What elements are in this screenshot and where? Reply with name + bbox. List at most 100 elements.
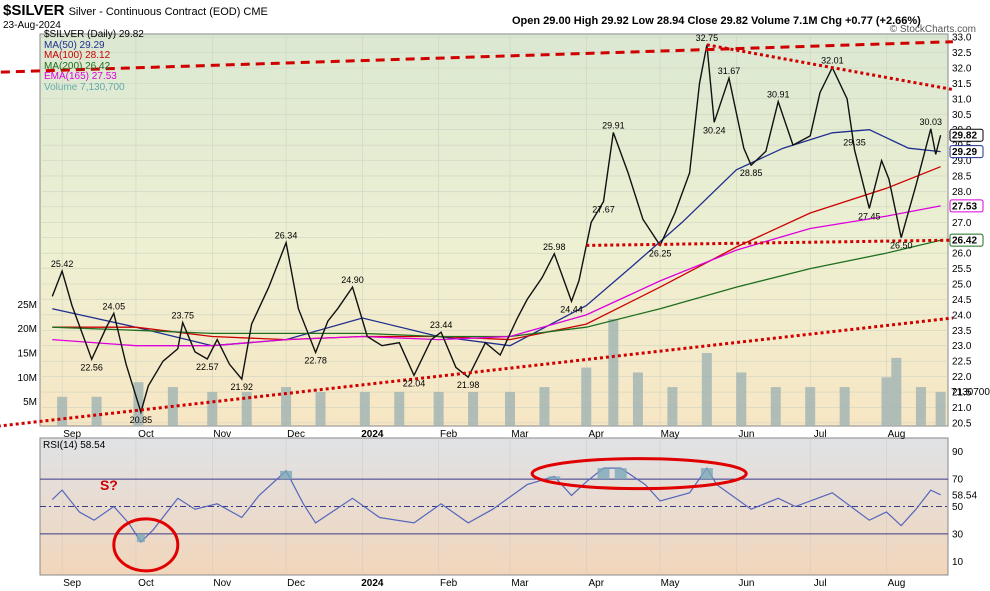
rsi-annotation: S? <box>100 477 118 493</box>
volume-axis-tick: 10M <box>18 373 37 384</box>
price-annotation: 22.78 <box>304 356 327 366</box>
volume-bar <box>504 391 515 426</box>
rsi-x-axis-tick: Oct <box>138 578 154 589</box>
price-annotation: 22.04 <box>403 378 426 388</box>
price-annotation: 24.05 <box>103 301 126 311</box>
price-panel-background <box>39 33 949 427</box>
x-axis-tick: Jul <box>814 429 827 440</box>
volume-bar <box>315 391 326 426</box>
volume-bar <box>701 353 712 426</box>
rsi-x-axis-tick: Dec <box>287 578 305 589</box>
price-annotation: 20.85 <box>130 415 153 425</box>
price-axis-tick: 26.0 <box>952 249 972 260</box>
price-annotation: 24.44 <box>560 304 583 314</box>
x-axis-tick: Mar <box>511 429 529 440</box>
price-annotation: 27.45 <box>858 211 881 221</box>
volume-axis-tick: 25M <box>18 300 37 311</box>
price-axis-tick: 21.0 <box>952 403 972 414</box>
value-tag: 29.29 <box>952 147 977 158</box>
price-annotation: 22.56 <box>80 362 103 372</box>
volume-bar <box>91 396 102 426</box>
price-annotation: 28.85 <box>740 168 763 178</box>
ticker-symbol: $SILVER <box>3 2 65 19</box>
x-axis-tick: Nov <box>213 429 231 440</box>
trendline <box>0 40 953 74</box>
x-axis-tick: Oct <box>138 429 154 440</box>
volume-bar <box>57 396 68 426</box>
price-axis-tick: 27.0 <box>952 218 972 229</box>
price-axis-tick: 31.5 <box>952 79 972 90</box>
volume-bar <box>891 357 902 426</box>
legend-price: $SILVER (Daily) 29.82 <box>44 29 144 40</box>
price-axis-tick: 24.0 <box>952 310 972 321</box>
rsi-x-axis-tick: 2024 <box>361 578 384 589</box>
ticker-subtitle: Silver - Continuous Contract (EOD) CME <box>68 6 268 18</box>
price-annotation: 23.44 <box>430 320 453 330</box>
price-axis-tick: 22.0 <box>952 372 972 383</box>
volume-bar <box>608 318 619 426</box>
volume-bar <box>207 391 218 426</box>
volume-axis-tick: 15M <box>18 349 37 360</box>
price-axis-tick: 24.5 <box>952 295 972 306</box>
moving-average-lines <box>52 129 941 347</box>
x-axis-tick: May <box>661 429 680 440</box>
price-annotation: 29.35 <box>843 138 866 148</box>
value-tag-box <box>949 233 984 247</box>
price-annotation: 32.01 <box>821 56 844 66</box>
legend-ema165: EMA(165) 27.53 <box>44 71 117 82</box>
rsi-overbought-fill <box>614 468 627 480</box>
value-tag: 29.82 <box>952 131 977 142</box>
price-axis-tick: 28.5 <box>952 171 972 182</box>
legend-volume: Volume 7,130,700 <box>44 81 125 93</box>
oversold-circle <box>112 517 180 573</box>
volume-bar <box>770 387 781 426</box>
price-annotation: 31.67 <box>718 66 741 76</box>
rsi-overbought-fill <box>700 468 713 480</box>
price-annotation: 24.90 <box>341 275 364 285</box>
volume-bars <box>57 318 946 426</box>
price-annotation: 22.57 <box>196 362 219 372</box>
price-axis-tick: 30.5 <box>952 110 972 121</box>
trendline <box>0 316 954 428</box>
price-annotation: 25.42 <box>51 259 74 269</box>
price-axis-tick: 31.0 <box>952 94 972 105</box>
rsi-x-axis-tick: Feb <box>440 578 458 589</box>
price-annotation: 32.75 <box>696 33 719 43</box>
price-axis-tick: 32.0 <box>952 63 972 74</box>
volume-bar <box>539 387 550 426</box>
rsi-value-tag: 58.54 <box>952 490 977 501</box>
rsi-x-axis-tick: Jun <box>738 578 754 589</box>
volume-bar <box>241 391 252 426</box>
moving-average-line <box>52 166 941 341</box>
rsi-x-axis-tick: Mar <box>511 578 529 589</box>
rsi-x-axis-tick: Jul <box>814 578 827 589</box>
legend-ma50: MA(50) 29.29 <box>44 39 105 51</box>
legend-ma200: MA(200) 26.42 <box>44 60 111 72</box>
rsi-series: 58.54 S? <box>40 457 977 573</box>
price-annotation: 30.24 <box>703 125 726 135</box>
rsi-x-axis-tick: Aug <box>888 578 906 589</box>
x-axis-tick: Aug <box>888 429 906 440</box>
volume-bar <box>433 391 444 426</box>
volume-bar <box>839 387 850 426</box>
rsi-x-axis-tick: Sep <box>63 578 81 589</box>
rsi-line <box>51 466 941 544</box>
last-volume-label: 7130700 <box>951 387 990 398</box>
price-axis-tick: 20.5 <box>952 418 972 429</box>
price-annotation: 25.98 <box>543 242 566 252</box>
price-axis-tick: 23.5 <box>952 326 972 337</box>
rsi-label: RSI(14) 58.54 <box>43 440 106 451</box>
volume-bar <box>736 372 747 426</box>
chart-date: 23-Aug-2024 <box>3 20 61 31</box>
price-axis-tick: 25.5 <box>952 264 972 275</box>
volume-bar <box>935 391 946 426</box>
price-axis-tick: 29.0 <box>952 156 972 167</box>
volume-bar <box>281 387 292 426</box>
value-tag-box <box>949 199 984 213</box>
legend: $SILVER (Daily) 29.82 MA(50) 29.29 MA(10… <box>44 29 144 93</box>
price-annotation: 21.98 <box>457 380 480 390</box>
price-series <box>51 44 942 415</box>
right-value-tags: 29.82 29.29 27.53 26.42 7130700 <box>949 128 990 398</box>
trendlines <box>0 40 954 428</box>
